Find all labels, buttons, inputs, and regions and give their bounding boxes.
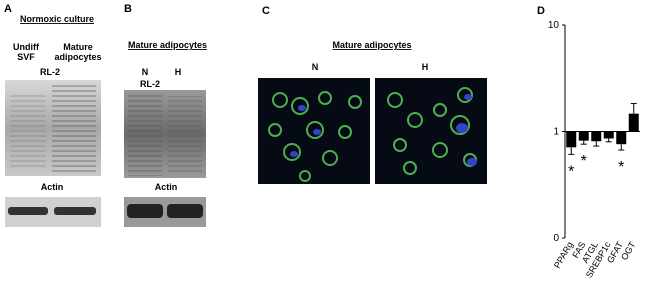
panel-title: Normoxic culture — [20, 14, 94, 24]
bar — [603, 131, 614, 139]
lane-label: Undiff SVF — [13, 42, 40, 62]
bar — [591, 131, 602, 142]
bar — [628, 113, 639, 132]
significance-mark: * — [581, 153, 587, 170]
significance-mark: * — [568, 163, 574, 180]
western-blot — [5, 197, 101, 227]
significance-mark: * — [618, 159, 624, 176]
bar — [578, 131, 589, 141]
bar — [616, 131, 627, 145]
y-tick-label: 0 — [553, 233, 559, 244]
panel-title: Mature adipocytes — [128, 40, 207, 50]
panel-letter: A — [4, 3, 12, 15]
blot-label: Actin — [155, 182, 178, 192]
blot-label: Actin — [41, 182, 64, 192]
lane-label: N — [142, 67, 149, 77]
western-blot — [5, 80, 101, 176]
image-label: H — [422, 62, 429, 72]
panel-letter: B — [124, 3, 132, 15]
lane-label: H — [175, 67, 182, 77]
micrograph — [375, 78, 487, 184]
panel-title: Mature adipocytes — [332, 40, 411, 50]
micrograph — [258, 78, 370, 184]
bar — [566, 131, 577, 148]
x-tick-label: OGT — [619, 240, 638, 262]
panel-letter: D — [537, 5, 545, 17]
lane-label: Mature adipocytes — [54, 42, 101, 62]
blot-label: RL-2 — [40, 67, 60, 77]
image-label: N — [312, 62, 319, 72]
western-blot — [124, 90, 206, 178]
panel-letter: C — [262, 5, 270, 17]
blot-label: RL-2 — [140, 79, 160, 89]
y-tick-label: 1 — [553, 127, 559, 138]
y-tick-label: 10 — [548, 20, 560, 31]
western-blot — [124, 197, 206, 227]
